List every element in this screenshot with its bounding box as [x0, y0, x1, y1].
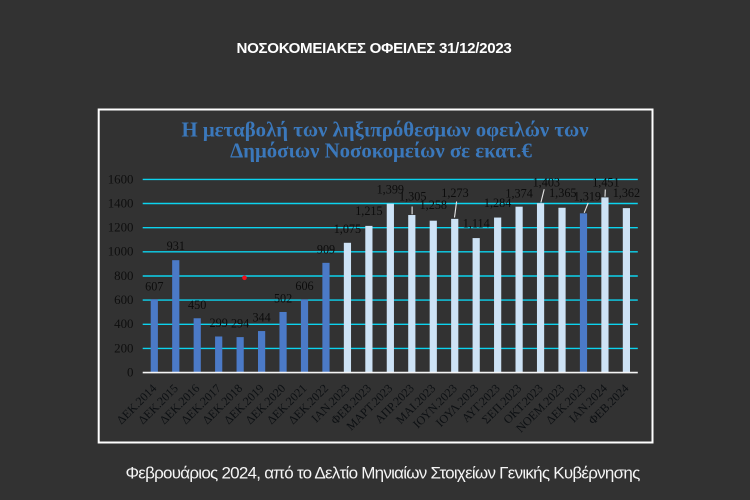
svg-text:0: 0 — [127, 366, 133, 380]
svg-text:ΝΟΣΟΚΟΜΕΙΑΚΕΣ ΟΦΕΙΛΕΣ 31/12/20: ΝΟΣΟΚΟΜΕΙΑΚΕΣ ΟΦΕΙΛΕΣ 31/12/2023 — [236, 40, 511, 57]
svg-text:909: 909 — [317, 243, 335, 257]
svg-text:1,403: 1,403 — [533, 175, 560, 189]
svg-text:Δημόσιων Νοσοκομείων σε εκατ.€: Δημόσιων Νοσοκομείων σε εκατ.€ — [230, 140, 532, 163]
svg-text:299: 299 — [210, 316, 228, 330]
svg-text:1,273: 1,273 — [441, 186, 468, 200]
svg-text:1,365: 1,365 — [549, 186, 576, 200]
svg-text:1400: 1400 — [108, 196, 134, 210]
svg-text:1,399: 1,399 — [377, 182, 404, 196]
svg-text:1,284: 1,284 — [484, 196, 511, 210]
svg-text:502: 502 — [274, 292, 292, 306]
svg-text:800: 800 — [114, 269, 133, 283]
svg-text:294: 294 — [231, 317, 249, 331]
svg-text:1200: 1200 — [108, 221, 134, 235]
svg-text:600: 600 — [114, 293, 133, 307]
svg-text:1,362: 1,362 — [613, 186, 640, 200]
svg-text:931: 931 — [167, 239, 185, 253]
svg-text:1,319: 1,319 — [574, 189, 601, 203]
svg-text:1000: 1000 — [108, 245, 134, 259]
svg-text:1,305: 1,305 — [399, 189, 426, 203]
svg-text:Φεβρουάριος 2024, από το Δελτί: Φεβρουάριος 2024, από το Δελτίο Μηνιαίων… — [125, 464, 640, 483]
svg-text:400: 400 — [114, 317, 133, 331]
svg-text:606: 606 — [295, 279, 313, 293]
svg-text:1,114: 1,114 — [463, 217, 490, 231]
svg-text:450: 450 — [188, 298, 206, 312]
svg-text:1,451: 1,451 — [592, 175, 619, 189]
svg-text:1,075: 1,075 — [334, 222, 361, 236]
svg-text:1,215: 1,215 — [355, 204, 382, 218]
svg-text:1600: 1600 — [108, 172, 134, 186]
svg-text:200: 200 — [114, 341, 133, 355]
svg-text:Η μεταβολή των ληξιπρόθεσμων ο: Η μεταβολή των ληξιπρόθεσμων οφειλών των — [181, 119, 589, 142]
svg-text:607: 607 — [145, 279, 163, 293]
svg-text:344: 344 — [252, 311, 270, 325]
svg-text:1,258: 1,258 — [420, 198, 447, 212]
svg-text:1,374: 1,374 — [505, 187, 532, 201]
